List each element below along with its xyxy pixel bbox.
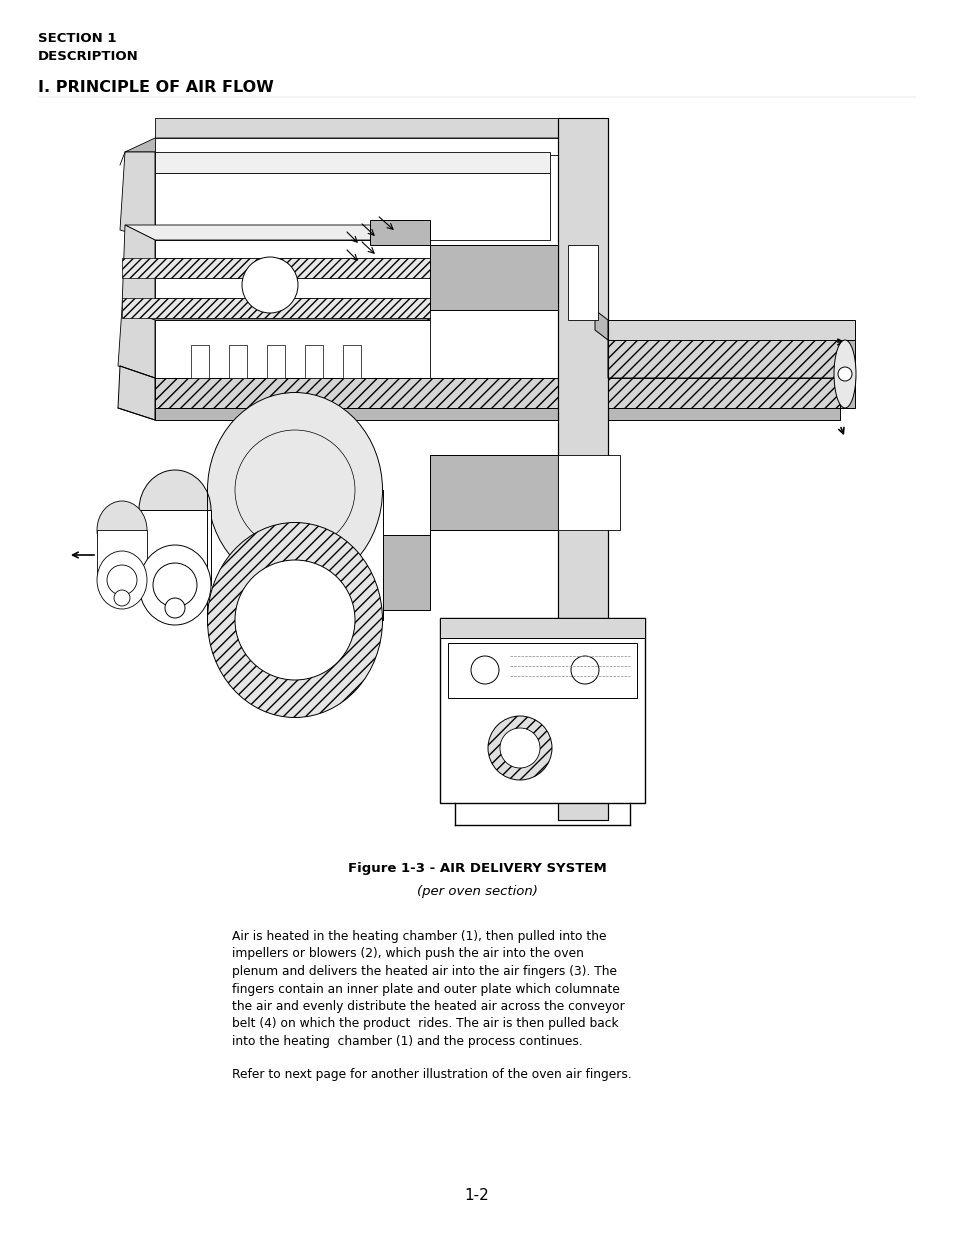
Ellipse shape: [208, 393, 382, 588]
Text: belt (4) on which the product  rides. The air is then pulled back: belt (4) on which the product rides. The…: [232, 1018, 618, 1030]
Polygon shape: [118, 308, 154, 378]
Text: I. PRINCIPLE OF AIR FLOW: I. PRINCIPLE OF AIR FLOW: [38, 80, 274, 95]
Text: into the heating  chamber (1) and the process continues.: into the heating chamber (1) and the pro…: [232, 1035, 582, 1049]
Polygon shape: [125, 225, 430, 240]
Polygon shape: [154, 152, 550, 173]
Text: SECTION 1: SECTION 1: [38, 32, 116, 44]
Polygon shape: [229, 345, 247, 378]
Polygon shape: [448, 643, 637, 698]
Circle shape: [242, 257, 297, 312]
Polygon shape: [439, 618, 644, 638]
Polygon shape: [120, 152, 154, 240]
Text: the air and evenly distribute the heated air across the conveyor: the air and evenly distribute the heated…: [232, 1000, 624, 1013]
Polygon shape: [154, 320, 430, 378]
Polygon shape: [154, 408, 840, 420]
Circle shape: [234, 430, 355, 550]
Polygon shape: [118, 366, 154, 420]
Polygon shape: [191, 345, 209, 378]
Text: plenum and delivers the heated air into the air fingers (3). The: plenum and delivers the heated air into …: [232, 965, 617, 978]
Polygon shape: [607, 378, 840, 408]
Polygon shape: [430, 454, 558, 530]
Polygon shape: [558, 119, 607, 820]
Circle shape: [152, 563, 196, 606]
Text: impellers or blowers (2), which push the air into the oven: impellers or blowers (2), which push the…: [232, 947, 583, 961]
Circle shape: [165, 598, 185, 618]
Circle shape: [234, 559, 355, 680]
Text: 1-2: 1-2: [464, 1188, 489, 1203]
Polygon shape: [267, 345, 285, 378]
Ellipse shape: [139, 471, 211, 550]
Polygon shape: [125, 138, 589, 152]
Polygon shape: [607, 340, 854, 378]
Polygon shape: [154, 378, 840, 408]
Polygon shape: [370, 220, 430, 245]
Ellipse shape: [97, 501, 147, 559]
Polygon shape: [154, 173, 550, 240]
Ellipse shape: [208, 522, 382, 718]
Polygon shape: [382, 454, 558, 610]
Polygon shape: [595, 310, 607, 340]
Text: Refer to next page for another illustration of the oven air fingers.: Refer to next page for another illustrat…: [232, 1068, 631, 1081]
Polygon shape: [125, 306, 430, 320]
Circle shape: [471, 656, 498, 684]
Circle shape: [499, 727, 539, 768]
Text: (per oven section): (per oven section): [416, 885, 537, 898]
Polygon shape: [430, 245, 558, 310]
Polygon shape: [558, 454, 619, 530]
Text: Figure 1-3 - AIR DELIVERY SYSTEM: Figure 1-3 - AIR DELIVERY SYSTEM: [347, 862, 606, 876]
Polygon shape: [567, 245, 598, 320]
Polygon shape: [840, 340, 854, 408]
Circle shape: [488, 716, 552, 781]
Text: DESCRIPTION: DESCRIPTION: [38, 49, 138, 63]
Polygon shape: [154, 138, 589, 156]
Polygon shape: [122, 258, 430, 278]
Polygon shape: [154, 240, 430, 320]
Circle shape: [113, 590, 130, 606]
Circle shape: [571, 656, 598, 684]
Polygon shape: [439, 618, 644, 803]
Ellipse shape: [97, 551, 147, 609]
Text: Air is heated in the heating chamber (1), then pulled into the: Air is heated in the heating chamber (1)…: [232, 930, 606, 944]
Ellipse shape: [139, 545, 211, 625]
Ellipse shape: [833, 340, 855, 408]
Polygon shape: [122, 298, 430, 317]
Polygon shape: [139, 510, 211, 585]
Circle shape: [837, 367, 851, 382]
Polygon shape: [343, 345, 360, 378]
Polygon shape: [607, 320, 854, 340]
Polygon shape: [305, 345, 323, 378]
Polygon shape: [97, 530, 147, 580]
Text: fingers contain an inner plate and outer plate which columnate: fingers contain an inner plate and outer…: [232, 983, 619, 995]
Circle shape: [107, 564, 137, 595]
Polygon shape: [122, 225, 154, 320]
Polygon shape: [154, 119, 589, 138]
